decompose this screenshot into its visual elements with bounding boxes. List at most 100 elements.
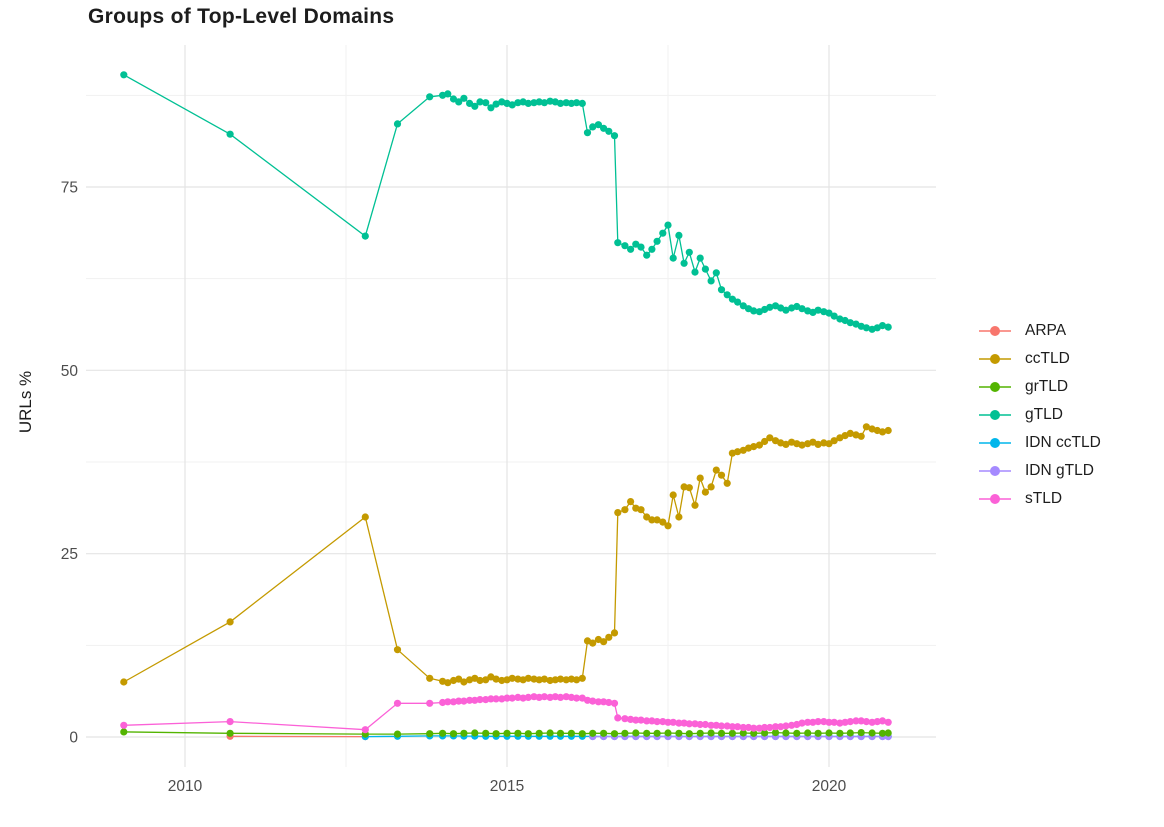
series-gtld xyxy=(120,71,892,333)
data-point xyxy=(659,518,667,526)
data-point xyxy=(739,729,747,737)
data-point xyxy=(492,675,500,683)
data-point xyxy=(444,698,452,706)
data-point xyxy=(862,324,871,332)
data-point xyxy=(524,99,532,107)
data-point xyxy=(755,441,764,449)
legend-item-gtld: gTLD xyxy=(978,406,1101,423)
y-tick-label: 75 xyxy=(61,180,78,197)
data-point xyxy=(637,506,645,514)
data-point xyxy=(717,722,726,730)
data-point xyxy=(426,699,434,707)
data-point xyxy=(540,675,549,683)
data-point xyxy=(653,729,661,737)
data-point xyxy=(685,730,693,738)
data-point xyxy=(492,695,500,703)
data-point xyxy=(798,719,806,727)
data-point xyxy=(771,723,780,731)
data-point xyxy=(605,127,613,135)
series-cctld xyxy=(120,423,892,687)
data-point xyxy=(614,239,622,247)
data-point xyxy=(426,674,434,682)
data-point xyxy=(492,100,500,108)
data-point xyxy=(669,254,677,262)
data-point xyxy=(476,676,484,685)
data-point xyxy=(669,718,677,726)
data-point xyxy=(460,729,468,737)
series-grtld xyxy=(120,728,892,738)
data-point xyxy=(524,730,532,738)
data-point xyxy=(825,718,833,726)
data-point xyxy=(717,729,726,737)
data-point xyxy=(643,251,651,259)
data-point xyxy=(556,729,565,737)
data-point xyxy=(707,483,715,491)
legend-key-icon xyxy=(979,326,1011,336)
data-point xyxy=(226,130,234,138)
data-point xyxy=(573,676,581,684)
data-point xyxy=(793,729,801,737)
data-point xyxy=(804,718,812,726)
data-point xyxy=(589,639,597,647)
data-point xyxy=(739,723,747,732)
x-tick-label: 2020 xyxy=(812,778,847,795)
data-point xyxy=(761,729,769,737)
data-point xyxy=(573,99,581,107)
data-point xyxy=(734,298,742,306)
data-point xyxy=(610,629,619,637)
data-point xyxy=(503,729,511,737)
data-point xyxy=(426,730,434,738)
data-point xyxy=(627,498,635,506)
data-point xyxy=(653,516,661,524)
series-line xyxy=(123,74,889,330)
data-point xyxy=(605,698,613,707)
data-point xyxy=(664,718,672,726)
data-point xyxy=(696,474,704,482)
data-point xyxy=(487,695,495,703)
data-point xyxy=(884,718,892,726)
data-point xyxy=(750,443,758,451)
data-point xyxy=(476,696,484,704)
data-point xyxy=(884,426,892,435)
data-point xyxy=(614,714,622,722)
data-point xyxy=(524,693,532,702)
data-point xyxy=(393,646,402,654)
data-point xyxy=(621,242,629,250)
data-point xyxy=(610,699,619,707)
data-point xyxy=(717,471,726,479)
data-point xyxy=(648,245,656,253)
legend: ARPA ccTLD grTLD gTLD IDN ccTLD IDN gTLD sTLD xyxy=(978,322,1101,507)
data-point xyxy=(444,679,452,687)
data-point xyxy=(814,306,822,314)
data-point xyxy=(878,717,887,725)
legend-key-icon xyxy=(979,410,1011,420)
data-point xyxy=(482,99,490,107)
data-point xyxy=(868,729,876,737)
data-point xyxy=(632,729,640,737)
data-point xyxy=(556,99,565,107)
legend-label: grTLD xyxy=(1025,378,1069,395)
data-point xyxy=(766,723,774,732)
data-point xyxy=(825,309,833,317)
data-point xyxy=(460,94,468,102)
data-point xyxy=(627,245,635,253)
data-point xyxy=(862,423,871,431)
data-point xyxy=(750,729,758,737)
data-point xyxy=(455,98,463,106)
data-point xyxy=(589,123,597,131)
data-point xyxy=(653,237,661,245)
data-point xyxy=(226,618,234,626)
data-point xyxy=(664,729,672,737)
data-point xyxy=(659,229,667,237)
y-tick-label: 50 xyxy=(61,363,79,380)
data-point xyxy=(573,694,581,702)
data-point xyxy=(476,98,484,106)
data-point xyxy=(723,291,731,299)
axis-tick-labels: 0 25 50 75 2010 2015 2020 xyxy=(61,180,847,796)
data-point xyxy=(578,674,586,682)
data-point xyxy=(610,730,619,738)
legend-label: sTLD xyxy=(1025,490,1063,507)
data-point xyxy=(508,101,516,109)
legend-label: IDN ccTLD xyxy=(1025,434,1101,451)
